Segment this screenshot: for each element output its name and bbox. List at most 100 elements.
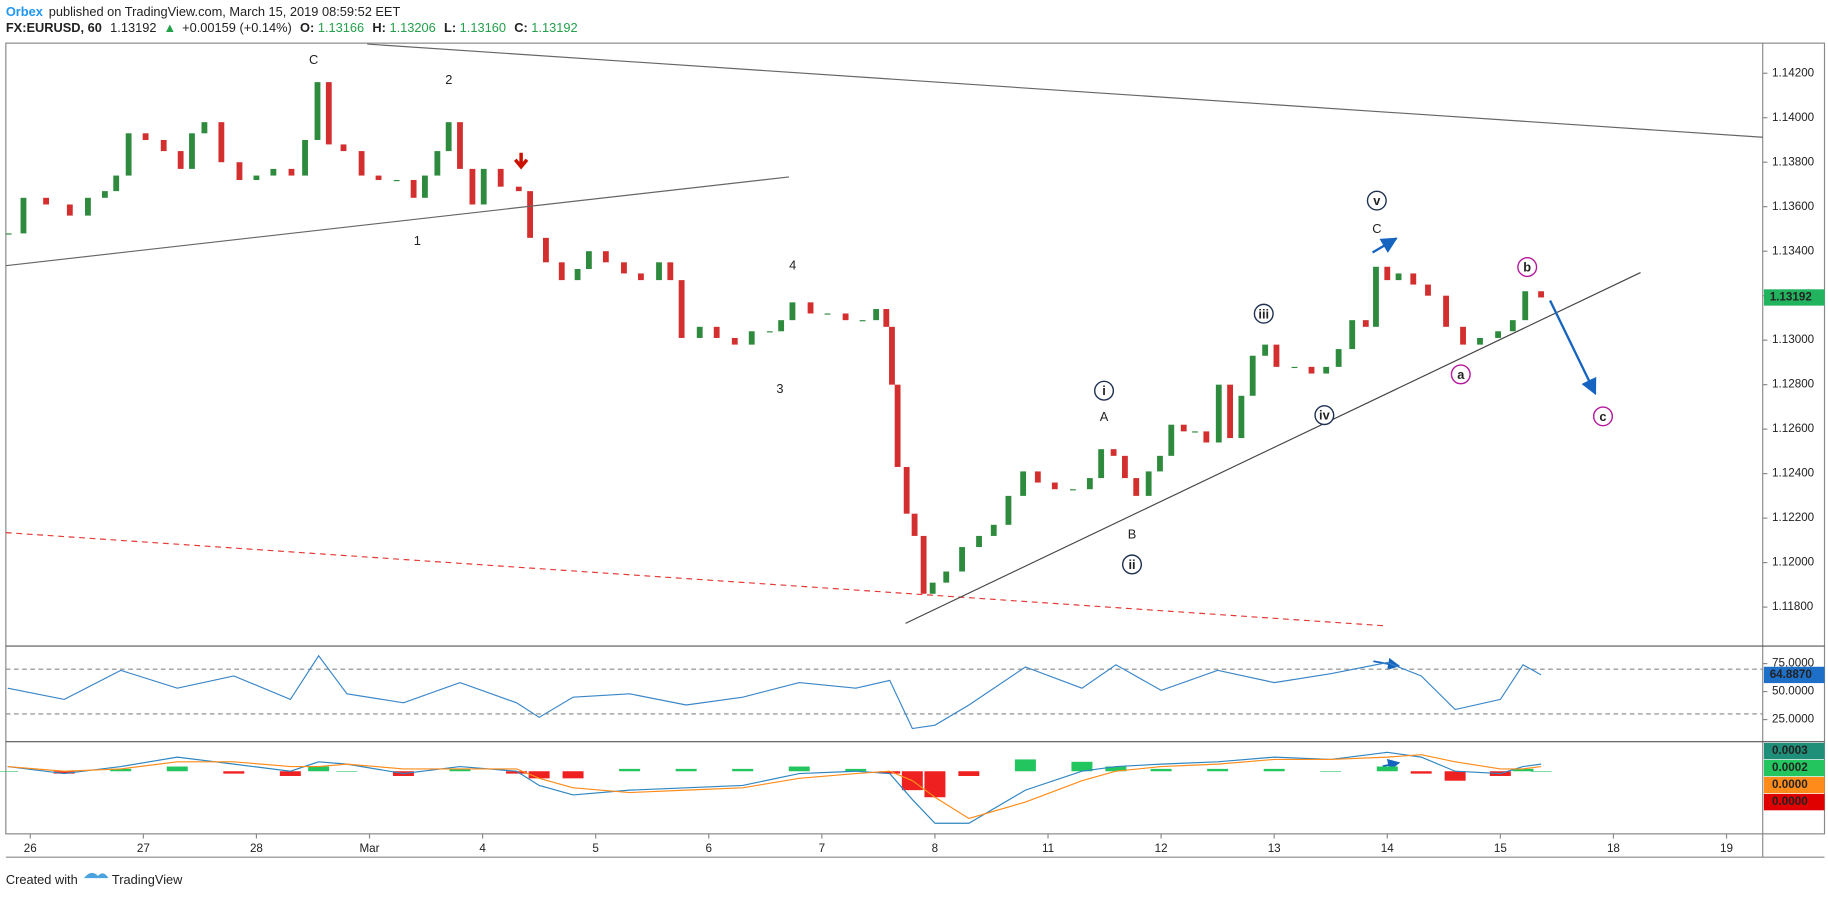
y-tick-label: 1.13600 xyxy=(1772,200,1815,213)
candle xyxy=(558,262,565,281)
footer-brand[interactable]: TradingView xyxy=(112,872,183,887)
wave-label: iii xyxy=(1258,306,1269,321)
wave-label: i xyxy=(1102,383,1106,398)
candle xyxy=(1086,478,1093,490)
candle xyxy=(1477,337,1483,345)
x-tick-label: 6 xyxy=(706,842,712,855)
change: +0.00159 (+0.14%) xyxy=(182,21,292,36)
candle xyxy=(731,337,738,345)
candle xyxy=(1145,471,1152,496)
candle xyxy=(1005,495,1012,525)
y-tick-label: 1.11800 xyxy=(1772,600,1814,613)
macd-histogram-bar xyxy=(528,771,550,779)
candle xyxy=(1051,482,1058,490)
candle xyxy=(5,233,12,235)
candle xyxy=(667,262,674,281)
macd-histogram-bar xyxy=(1263,768,1285,772)
rsi-last-box xyxy=(1763,666,1825,684)
candle xyxy=(1215,384,1222,443)
y-tick-label: 1.12400 xyxy=(1772,467,1815,480)
candle xyxy=(1522,291,1529,321)
tradingview-logo xyxy=(83,872,109,879)
candle xyxy=(253,175,260,181)
wave-label: C xyxy=(1372,221,1381,236)
trend-line xyxy=(5,176,790,267)
candle xyxy=(422,175,428,198)
macd-histogram-bar xyxy=(1530,771,1552,772)
candle xyxy=(358,151,365,176)
y-tick-label: 75.0000 xyxy=(1772,657,1815,670)
candle xyxy=(1020,471,1027,496)
candle xyxy=(842,313,849,321)
candle xyxy=(574,268,581,281)
x-tick-label: 28 xyxy=(250,842,263,855)
candle xyxy=(101,191,108,198)
macd-histogram-bar xyxy=(788,766,810,772)
candle xyxy=(1443,295,1449,327)
candle xyxy=(959,547,965,572)
wave-circle xyxy=(1094,380,1115,401)
macd-histogram-bar xyxy=(924,771,946,798)
candle xyxy=(1384,266,1391,281)
arrow xyxy=(1549,300,1597,396)
x-tick-label: 14 xyxy=(1381,842,1394,855)
macd-histogram-bar xyxy=(1014,759,1036,772)
candle xyxy=(410,180,417,198)
last-price: 1.13192 xyxy=(1770,291,1813,304)
trend-line xyxy=(367,43,1763,138)
last-price: 1.13192 xyxy=(110,21,156,36)
wave-label: v xyxy=(1373,193,1381,208)
candle xyxy=(393,180,400,182)
wave-circle xyxy=(1450,364,1471,385)
candle xyxy=(189,133,195,169)
macd-histogram-bar xyxy=(958,771,980,776)
x-tick-label: 18 xyxy=(1607,842,1620,855)
candle xyxy=(1291,366,1298,369)
candle xyxy=(1509,320,1516,332)
candle xyxy=(497,168,504,187)
open-label: O: xyxy=(300,21,314,36)
macd-histogram-bar xyxy=(223,771,245,774)
wave-circle xyxy=(1592,406,1614,427)
candle xyxy=(177,151,184,169)
macd-histogram-bar xyxy=(1105,766,1127,772)
candle xyxy=(1227,384,1233,439)
published: published on TradingView.com, March 15, … xyxy=(49,4,401,19)
candle xyxy=(1034,471,1041,483)
candle xyxy=(807,302,814,314)
x-tick-label: Mar xyxy=(359,842,379,855)
candle xyxy=(125,133,132,176)
high: 1.13206 xyxy=(389,21,435,36)
macd-line xyxy=(7,751,1542,824)
candle xyxy=(469,168,476,205)
macd-histogram-bar xyxy=(279,771,301,776)
wave-label: 4 xyxy=(789,257,796,272)
candle xyxy=(1373,266,1379,327)
candle xyxy=(66,204,73,216)
macd-histogram-bar xyxy=(449,768,471,772)
candle xyxy=(1410,273,1417,285)
candle xyxy=(43,197,50,205)
footer-created: Created with xyxy=(6,872,78,887)
candle xyxy=(621,262,627,274)
close: 1.13192 xyxy=(531,21,577,36)
macd-last: 0.0003 xyxy=(1772,744,1808,757)
macd-histogram-bar xyxy=(1376,766,1398,772)
candle xyxy=(1335,349,1342,367)
x-tick-label: 26 xyxy=(24,842,37,855)
candle xyxy=(1157,455,1163,472)
y-tick-label: 50.0000 xyxy=(1772,685,1815,698)
candle xyxy=(1273,344,1280,367)
publisher[interactable]: Orbex xyxy=(6,4,44,19)
candle xyxy=(375,175,382,181)
candle xyxy=(585,251,592,269)
wave-label: 1 xyxy=(414,233,421,248)
candle xyxy=(656,262,662,281)
low-label: L: xyxy=(444,21,456,36)
macd-arrow xyxy=(1382,759,1401,772)
macd-histogram-bar xyxy=(308,766,330,772)
macd-last-box xyxy=(1763,776,1825,794)
candle xyxy=(1069,489,1076,491)
